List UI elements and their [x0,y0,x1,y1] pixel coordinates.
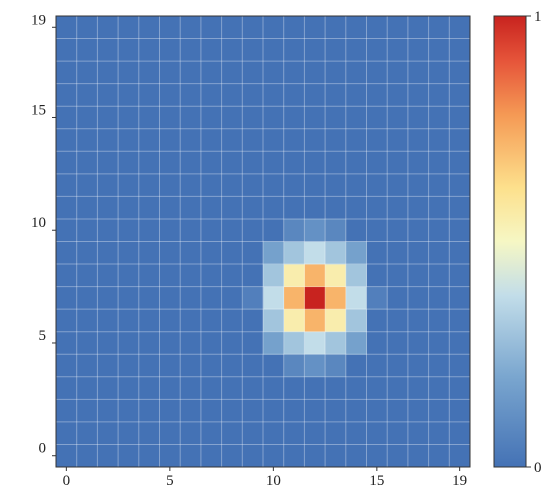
colorbar-ticks: 01 [526,9,542,476]
y-tick-label: 15 [31,102,46,118]
colorbar-gradient [493,15,527,468]
heatmap-cell [325,264,347,287]
heatmap-cell [325,218,347,242]
heatmap-cell [325,331,347,355]
heatmap-cell [304,309,326,332]
y-axis: 0 5 10 15 19 [31,12,56,457]
y-tick-label: 19 [31,12,46,28]
heatmap-cell [263,331,284,355]
heatmap-cell [345,309,367,332]
heatmap-cell [345,264,367,287]
heatmap-cell [242,286,264,310]
heatmap-cell [263,241,284,265]
heatmap-cell [283,309,305,332]
x-tick-label: 15 [369,473,384,489]
heatmap-cell [304,286,326,310]
heatmap-cell [366,286,388,310]
y-tick-label: 10 [31,215,46,231]
x-tick-label: 0 [63,473,71,489]
heatmap-cell [304,354,326,378]
colorbar [493,15,527,468]
plot-area [56,16,470,467]
heatmap-cell [283,218,305,242]
heatmap-cell [283,331,305,355]
heatmap-cell [304,218,326,242]
x-axis: 0 5 10 15 19 [63,467,467,489]
heatmap-cell [283,354,305,378]
heatmap-cell [325,241,347,265]
y-tick-label: 5 [39,328,47,344]
heatmap-cell [325,354,347,378]
heatmap-cell [325,286,347,310]
heatmap-cell [345,286,367,310]
heatmap-cell [345,241,367,265]
x-tick-label: 10 [266,473,281,489]
heatmap-cell [263,264,284,287]
heatmap-cell [283,286,305,310]
heatmap-cell [304,331,326,355]
plot-frame [55,15,471,468]
x-tick-label: 5 [166,473,174,489]
grid-lines [56,16,470,467]
heatmap-cell [304,264,326,287]
heatmap-cell [263,309,284,332]
heatmap-cell [304,241,326,265]
colorbar-tick-label: 0 [534,460,542,476]
heatmap-cell [263,286,284,310]
heatmap-cell [283,264,305,287]
y-tick-label: 0 [39,441,47,457]
heatmap-cell [325,309,347,332]
x-tick-label: 19 [452,473,467,489]
heatmap-cell [283,241,305,265]
colorbar-tick-label: 1 [534,9,542,25]
heatmap-cell [345,331,367,355]
